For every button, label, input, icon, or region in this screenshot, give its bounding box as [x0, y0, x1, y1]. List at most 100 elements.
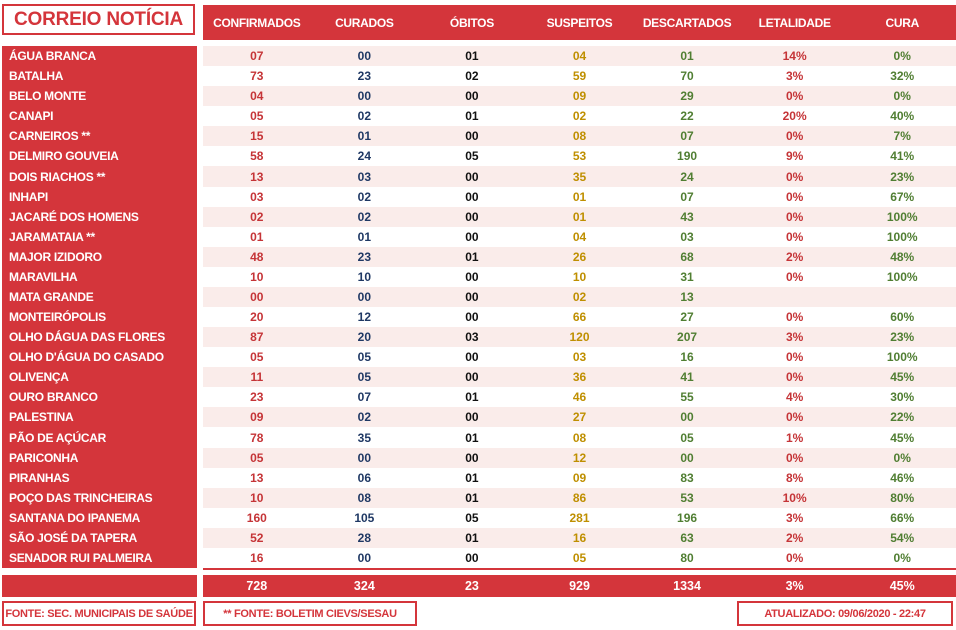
cell-suspeitos: 120 [569, 330, 590, 345]
cell-curados: 02 [357, 109, 372, 124]
cell-letalidade: 0% [785, 410, 804, 425]
total-obitos: 23 [464, 579, 479, 593]
table-row: 07 00 01 04 01 14% 0% [203, 46, 956, 67]
cell-curados: 00 [357, 49, 372, 64]
cell-descartados: 196 [677, 510, 698, 525]
municipality-label: CARNEIROS ** [9, 129, 91, 144]
cell-letalidade: 0% [785, 370, 804, 385]
table-row: 04 00 00 09 29 0% 0% [203, 86, 956, 107]
footer-updated-label: ATUALIZADO: 09/06/2020 - 22:47 [764, 607, 926, 620]
cell-letalidade: 20% [782, 109, 807, 124]
cell-curados: 01 [357, 229, 372, 244]
cell-letalidade: 10% [782, 490, 807, 505]
cell-obitos: 00 [465, 269, 479, 284]
cell-obitos: 00 [465, 89, 479, 104]
cell-obitos: 00 [465, 370, 479, 385]
cell-obitos: 01 [465, 470, 479, 485]
table-row: 23 07 01 46 55 4% 30% [203, 387, 956, 408]
cell-confirmados: 73 [250, 69, 264, 84]
municipality-label: CANAPI [9, 109, 54, 124]
cell-cura: 67% [890, 189, 915, 204]
footer-updated-badge: ATUALIZADO: 09/06/2020 - 22:47 [737, 601, 953, 626]
cell-descartados: 00 [680, 450, 694, 465]
cell-cura: 7% [893, 129, 911, 144]
cell-cura: 100% [886, 229, 918, 244]
cell-suspeitos: 12 [572, 450, 587, 465]
municipality-sidebar: ÁGUA BRANCA BATALHA BELO MONTE CANAPI CARNEI… [2, 46, 197, 568]
table-row: 02 02 00 01 43 0% 100% [203, 206, 956, 227]
table-row: 87 20 03 120 207 3% 23% [203, 327, 956, 348]
cell-cura: 22% [890, 410, 915, 425]
table-row: 00 00 00 02 13 [203, 286, 956, 308]
cell-curados: 05 [357, 370, 372, 385]
footer-source-cievs-label: ** FONTE: BOLETIM CIEVS/SESAU [223, 607, 397, 620]
cell-letalidade: 0% [785, 209, 804, 224]
cell-letalidade: 3% [785, 510, 804, 525]
cell-obitos: 00 [465, 189, 479, 204]
cell-cura: 30% [890, 390, 915, 405]
column-header-letalidade: LETALIDADE [758, 15, 831, 30]
municipality-label: PALESTINA [9, 410, 74, 425]
table-row: 160 105 05 281 196 3% 66% [203, 507, 956, 528]
total-curados: 324 [353, 579, 375, 593]
cell-confirmados: 15 [250, 129, 264, 144]
cell-letalidade: 0% [785, 450, 804, 465]
municipality-label: DELMIRO GOUVEIA [9, 149, 119, 164]
cell-letalidade: 0% [785, 169, 804, 184]
cell-cura: 100% [886, 269, 918, 284]
cell-descartados: 31 [680, 269, 694, 284]
cell-cura: 45% [890, 430, 915, 445]
municipality-label: JARAMATAIA ** [9, 229, 95, 244]
cell-curados: 28 [357, 530, 372, 545]
cell-descartados: 03 [680, 229, 694, 244]
cell-suspeitos: 02 [572, 289, 587, 304]
cell-suspeitos: 01 [572, 189, 587, 204]
cell-obitos: 00 [465, 289, 479, 304]
cell-obitos: 02 [465, 69, 479, 84]
cell-cura: 80% [890, 490, 915, 505]
cell-cura: 0% [893, 49, 911, 64]
cell-suspeitos: 10 [572, 269, 587, 284]
municipality-label: DOIS RIACHOS ** [9, 169, 106, 184]
cell-curados: 08 [357, 490, 372, 505]
cell-letalidade: 0% [785, 129, 804, 144]
cell-suspeitos: 46 [572, 390, 587, 405]
cell-cura: 0% [893, 89, 911, 104]
cell-descartados: 190 [677, 149, 698, 164]
cell-suspeitos: 08 [572, 430, 587, 445]
municipality-label: BATALHA [9, 69, 64, 84]
municipality-label: OURO BRANCO [9, 390, 98, 405]
cell-suspeitos: 09 [572, 470, 587, 485]
cell-obitos: 05 [465, 510, 479, 525]
cell-descartados: 00 [680, 410, 694, 425]
cell-letalidade: 0% [785, 550, 804, 565]
data-grid: 07 00 01 04 01 14% 0% 73 23 02 59 70 3% 32% 04 00 00 09 29… [203, 46, 956, 570]
cell-letalidade: 0% [785, 350, 804, 365]
cell-letalidade: 8% [785, 470, 804, 485]
column-header-descartados: DESCARTADOS [642, 15, 732, 30]
cell-cura: 48% [890, 249, 915, 264]
cell-suspeitos: 02 [572, 109, 587, 124]
cell-letalidade: 0% [785, 229, 804, 244]
cell-suspeitos: 86 [572, 490, 587, 505]
cell-suspeitos: 59 [572, 69, 587, 84]
cell-confirmados: 23 [250, 390, 264, 405]
cell-descartados: 13 [680, 289, 694, 304]
municipality-label: PIRANHAS [9, 470, 70, 485]
table-row: 11 05 00 36 41 0% 45% [203, 367, 956, 388]
table-row: 10 10 00 10 31 0% 100% [203, 266, 956, 287]
table-row: 03 02 00 01 07 0% 67% [203, 186, 956, 207]
cell-descartados: 16 [680, 350, 694, 365]
cell-curados: 00 [357, 450, 372, 465]
municipality-label: JACARÉ DOS HOMENS [9, 209, 139, 224]
cell-descartados: 07 [680, 189, 694, 204]
cell-letalidade: 3% [785, 330, 804, 345]
cell-cura: 66% [890, 510, 915, 525]
cell-confirmados: 48 [250, 249, 264, 264]
cell-obitos: 01 [465, 430, 479, 445]
cell-obitos: 00 [465, 169, 479, 184]
table-row: 05 02 01 02 22 20% 40% [203, 106, 956, 127]
cell-curados: 105 [354, 510, 375, 525]
cell-obitos: 01 [465, 249, 479, 264]
municipality-label: OLIVENÇA [9, 370, 69, 385]
